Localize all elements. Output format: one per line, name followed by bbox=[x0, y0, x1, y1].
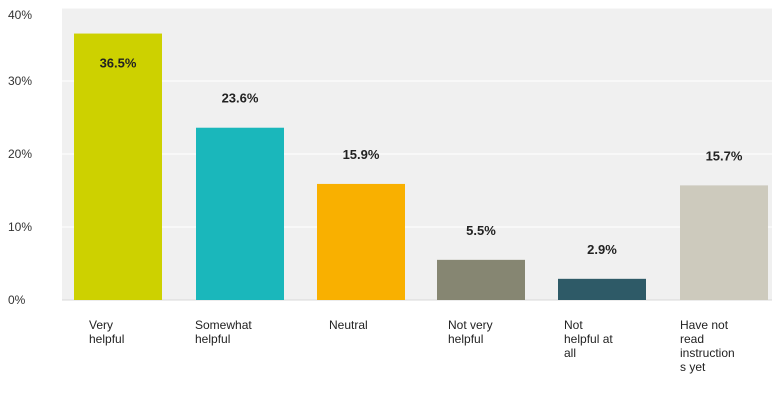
data-label: 23.6% bbox=[222, 91, 259, 106]
y-tick-label: 0% bbox=[8, 293, 26, 307]
x-tick-label-line: Not bbox=[564, 318, 583, 332]
y-tick-label: 40% bbox=[8, 8, 32, 22]
bar bbox=[558, 278, 646, 300]
data-label: 15.9% bbox=[343, 147, 380, 162]
x-tick-label-line: Neutral bbox=[329, 318, 368, 332]
x-tick-label: Neutral bbox=[329, 318, 368, 332]
y-tick-label: 30% bbox=[8, 74, 32, 88]
x-tick-label-line: Not very bbox=[448, 318, 493, 332]
y-tick-label: 20% bbox=[8, 147, 32, 161]
x-tick-label-line: helpful bbox=[195, 332, 231, 346]
x-tick-label: Somewhat helpful bbox=[195, 318, 252, 346]
x-tick-label-line: helpful at bbox=[564, 332, 613, 346]
data-label: 15.7% bbox=[706, 148, 743, 163]
data-label: 36.5% bbox=[100, 56, 137, 71]
bar bbox=[74, 33, 162, 301]
bar bbox=[196, 127, 284, 300]
x-tick-label: Have not read instruction s yet bbox=[680, 318, 735, 374]
x-tick-label: Not very helpful bbox=[448, 318, 493, 346]
x-tick-label: Not helpful at all bbox=[564, 318, 613, 360]
x-tick-label-line: all bbox=[564, 346, 577, 360]
x-tick-label-line: Have not bbox=[680, 318, 729, 332]
x-tick-label-line: Somewhat bbox=[195, 318, 252, 332]
x-tick-label-line: Very bbox=[89, 318, 114, 332]
x-tick-label-line: s yet bbox=[680, 360, 706, 374]
bar bbox=[680, 185, 768, 300]
bar bbox=[437, 259, 525, 300]
y-tick-label: 10% bbox=[8, 220, 32, 234]
data-label: 5.5% bbox=[466, 223, 496, 238]
x-tick-label-line: helpful bbox=[448, 332, 484, 346]
x-tick-label-line: read bbox=[680, 332, 705, 346]
data-label: 2.9% bbox=[587, 242, 617, 257]
bar bbox=[317, 183, 405, 300]
x-tick-label: Very helpful bbox=[89, 318, 124, 346]
x-tick-label-line: helpful bbox=[89, 332, 125, 346]
x-tick-label-line: instruction bbox=[680, 346, 735, 360]
